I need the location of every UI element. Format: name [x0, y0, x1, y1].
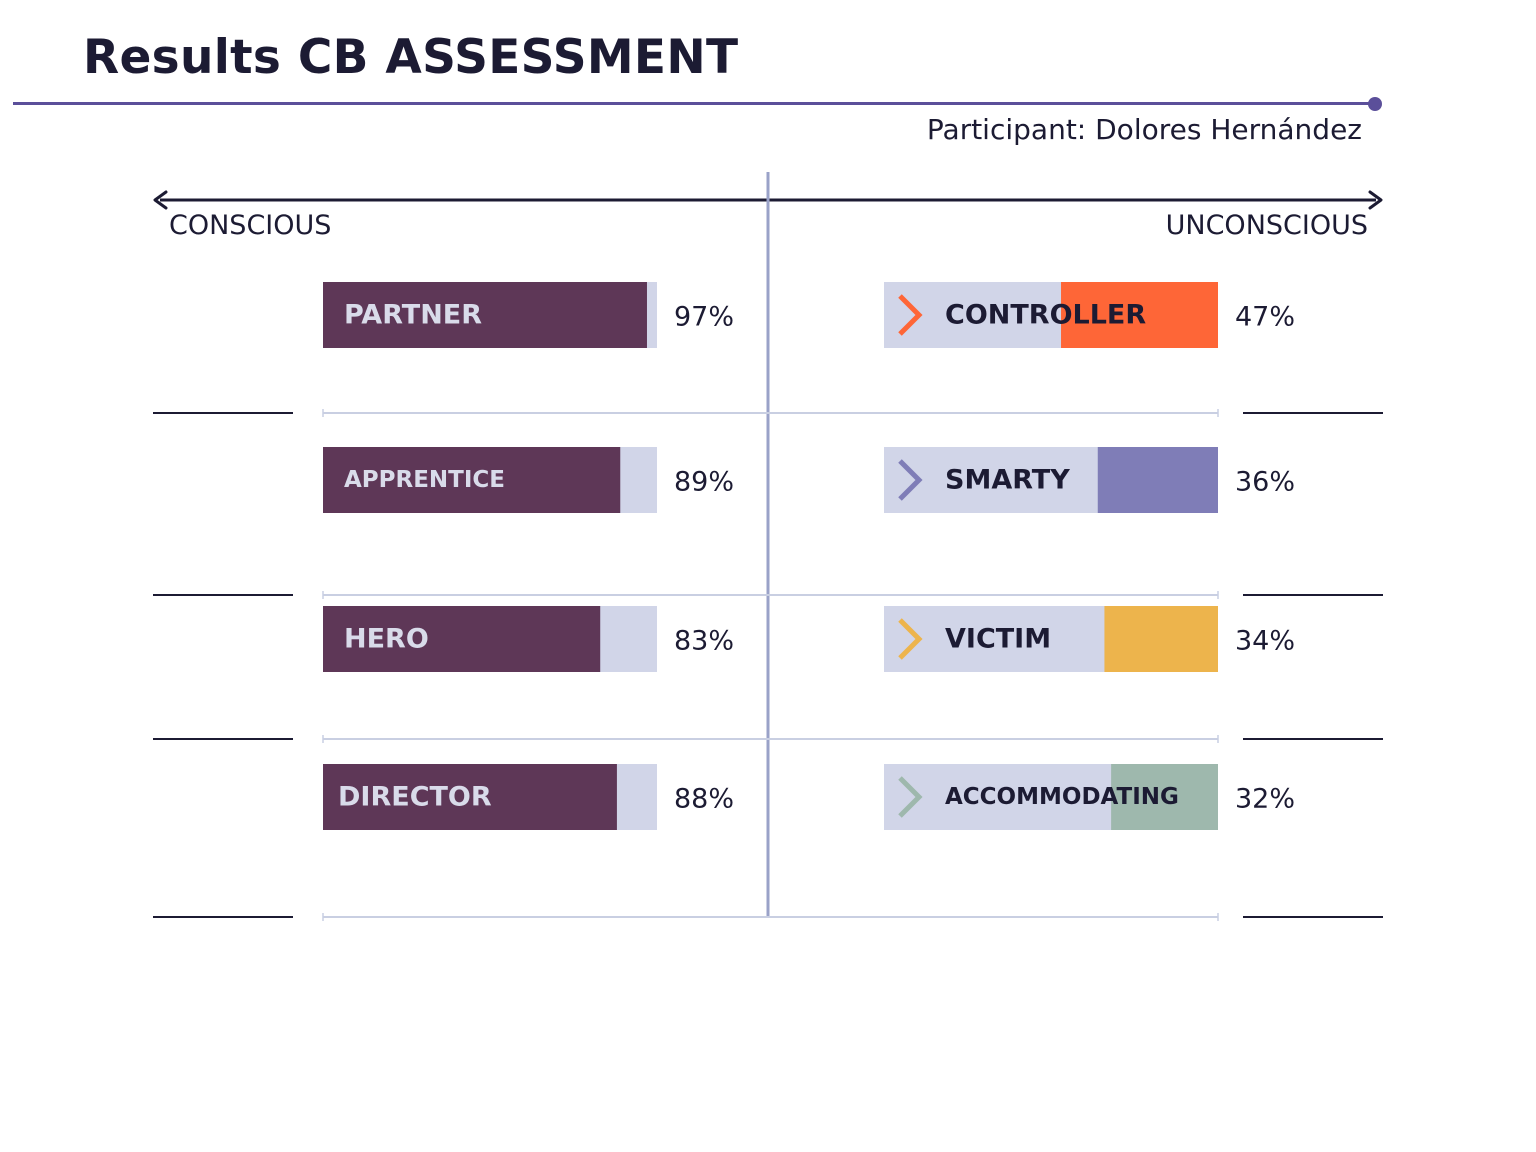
conscious-bar-apprentice-value: 89% [674, 467, 734, 498]
title-underline [13, 102, 1375, 105]
title-underline-dot [1368, 97, 1382, 111]
page-title: Results CB ASSESSMENT [83, 30, 739, 85]
unconscious-bar-victim-value: 34% [1235, 626, 1295, 657]
unconscious-bar-controller-value: 47% [1235, 302, 1295, 333]
axis-arrow-right-head [1368, 190, 1383, 210]
chevron-right-icon [898, 776, 923, 818]
axis-label-conscious: CONSCIOUS [169, 210, 332, 241]
chevron-right-icon [898, 294, 923, 336]
unconscious-bar-controller [1061, 282, 1218, 348]
axis-label-unconscious: UNCONSCIOUS [1165, 210, 1368, 241]
conscious-bar-director-value: 88% [674, 784, 734, 815]
conscious-bar-partner-label: PARTNER [344, 300, 482, 331]
unconscious-bar-accommodating-label: ACCOMMODATING [945, 784, 1179, 810]
participant-name: Participant: Dolores Hernández [926, 113, 1362, 146]
unconscious-bar-accommodating [1111, 764, 1218, 830]
unconscious-bar-victim [1104, 606, 1218, 672]
unconscious-bar-smarty-value: 36% [1235, 467, 1295, 498]
unconscious-bar-controller-label: CONTROLLER [945, 300, 1146, 331]
conscious-bar-hero [323, 606, 601, 672]
conscious-bar-director [323, 764, 617, 830]
conscious-bar-partner-value: 97% [674, 302, 734, 333]
chevron-right-icon [898, 459, 923, 501]
conscious-bar-apprentice-label: APPRENTICE [344, 467, 505, 493]
conscious-bar-apprentice [323, 447, 621, 513]
conscious-bar-partner [323, 282, 647, 348]
conscious-bar-hero-label: HERO [344, 624, 429, 655]
conscious-bar-director-label: DIRECTOR [338, 782, 492, 813]
unconscious-bar-accommodating-value: 32% [1235, 784, 1295, 815]
axis-arrow-left-head [153, 190, 168, 210]
conscious-bar-hero-value: 83% [674, 626, 734, 657]
unconscious-bar-smarty-label: SMARTY [945, 465, 1070, 496]
unconscious-bar-smarty [1097, 447, 1218, 513]
chevron-right-icon [898, 618, 923, 660]
unconscious-bar-victim-label: VICTIM [945, 624, 1051, 655]
